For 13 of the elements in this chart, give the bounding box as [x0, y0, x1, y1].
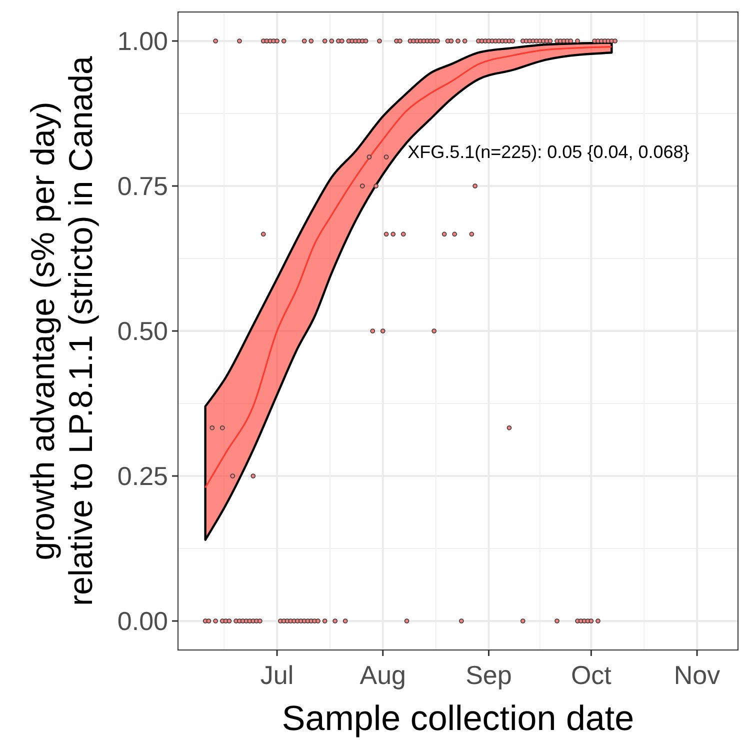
x-tick-label: Jul: [260, 660, 294, 690]
x-tick-label: Aug: [360, 660, 406, 690]
y-tick-label: 0.75: [117, 171, 168, 202]
x-axis-title: Sample collection date: [282, 699, 634, 738]
y-tick-label: 0.25: [117, 461, 168, 492]
x-tick-label: Oct: [570, 660, 612, 690]
x-tick-label: Nov: [674, 660, 720, 690]
x-tick-label: Sep: [466, 660, 512, 690]
y-tick-label: 0.00: [117, 606, 168, 636]
annotation: XFG.5.1(n=225): 0.05 {0.04, 0.068}: [408, 142, 690, 162]
y-tick-label: 1.00: [117, 26, 168, 56]
y-tick-label: 0.50: [117, 316, 168, 346]
y-axis-title: growth advantage (s% per day) relative to LP.8.1.1 (stricto) in Canada: [24, 56, 99, 606]
